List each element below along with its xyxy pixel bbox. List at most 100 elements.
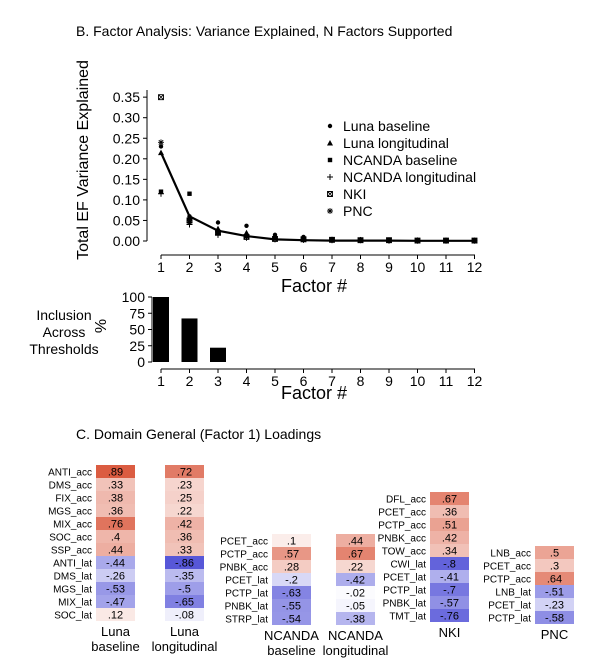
cell-value: -.76 [440,611,459,623]
y-tick-label: 0.00 [113,233,140,249]
heatmap-cell [165,556,204,569]
heatmap-cell [336,586,375,599]
cell-value: -.51 [545,587,564,599]
y-axis-label-line: Inclusion [36,307,91,323]
y-tick-label: 0.10 [113,192,140,208]
column-label: baseline [267,643,315,658]
cell-value: .22 [348,562,363,574]
cell-value: -.41 [440,572,459,584]
x-tick-label: 9 [385,259,393,275]
row-label: PCTP_acc [220,550,268,561]
legend-marker [327,157,333,163]
y-tick-label: 0.35 [113,89,140,105]
cell-value: .57 [284,549,299,561]
cell-value: .51 [442,520,457,532]
heatmap-cell [430,557,469,570]
cell-value: .23 [177,480,192,492]
heatmap-cell [430,570,469,583]
y-axis-label: Total EF Variance Explained [75,60,92,260]
legend-label: Luna baseline [343,118,430,134]
cell-value: .42 [442,533,457,545]
heatmap-cell [430,596,469,609]
legend-label: Luna longitudinal [343,135,449,151]
data-point [158,149,164,156]
data-point [300,236,307,243]
row-label: MGS_lat [53,585,92,596]
heatmap-cell [96,517,135,530]
column-label: NKI [439,625,461,640]
heatmap-cell [165,530,204,543]
heatmap-cell [430,531,469,544]
cell-value: .76 [108,519,123,531]
legend-label: NKI [343,186,366,202]
row-label: ANTI_lat [53,559,92,570]
cell-value: .89 [108,467,123,479]
cell-value: -.35 [175,571,194,583]
heatmap-cell [96,491,135,504]
x-tick-label: 6 [300,259,308,275]
cell-value: .44 [108,545,123,557]
cell-value: -.02 [346,588,365,600]
y-axis-label-line: Thresholds [29,341,98,357]
row-label: MIX_acc [53,520,92,531]
data-point [215,225,221,232]
heatmap-cell [96,569,135,582]
x-tick-label: 5 [271,259,279,275]
column-label: longitudinal [323,643,389,658]
x-axis-label: Factor # [281,276,347,296]
y-axis-unit: % [93,319,110,333]
y-tick-label: 75 [129,305,145,321]
row-label: PCTP_acc [483,575,531,586]
heatmap-cell [430,583,469,596]
y-tick-label: 100 [122,289,146,305]
column-label: longitudinal [152,639,218,654]
cell-value: -.55 [282,601,301,613]
heatmap-cell [96,465,135,478]
row-label: SOC_acc [49,533,92,544]
heatmap-cell [272,599,311,612]
x-tick-label: 10 [410,259,426,275]
cell-value: .3 [550,561,559,573]
cell-value: .67 [442,494,457,506]
y-tick-label: 0.20 [113,151,140,167]
column-label: NCANDA [328,628,383,643]
panel-c-title: C. Domain General (Factor 1) Loadings [76,426,321,442]
cell-value: -.65 [175,597,194,609]
x-tick-label: 1 [157,259,165,275]
column-label: Luna [170,624,200,639]
heatmap-cell [336,573,375,586]
loadings-heatmap: .89 ANTI_acc .33 DMS_acc .38 FIX_acc .36 MGS_ac… [48,465,574,658]
x-tick-label: 12 [467,259,483,275]
heatmap-cell [165,491,204,504]
cell-value: -.54 [282,614,301,626]
heatmap-cell [272,573,311,586]
row-label: DFL_acc [386,495,426,506]
legend-marker [327,174,333,180]
cell-value: .22 [177,506,192,518]
panel-b-title: B. Factor Analysis: Variance Explained, … [76,23,452,39]
y-tick-label: 0.15 [113,171,140,187]
cell-value: .67 [348,549,363,561]
x-axis-label: Factor # [281,383,347,403]
x-tick-label: 11 [439,259,454,275]
legend-label: PNC [343,203,373,219]
mean-line [159,152,475,242]
cell-value: .36 [442,507,457,519]
heatmap-cell [535,546,574,559]
heatmap-cell [165,608,204,621]
heatmap-cell [535,598,574,611]
heatmap-cell [165,478,204,491]
y-tick-label: 0 [137,354,145,370]
heatmap-cell [96,543,135,556]
cell-value: .64 [547,574,562,586]
heatmap-cell [430,492,469,505]
row-label: PNBK_lat [225,602,269,613]
heatmap-cell [336,612,375,625]
variance-scatter-chart: 0.000.050.100.150.200.250.300.351 2 3 4 5 6 7 8… [75,60,482,296]
x-tick-label: 3 [214,373,222,389]
heatmap-cell [535,585,574,598]
legend-label: NCANDA longitudinal [343,169,476,185]
heatmap-cell [535,559,574,572]
x-tick-label: 9 [385,373,393,389]
